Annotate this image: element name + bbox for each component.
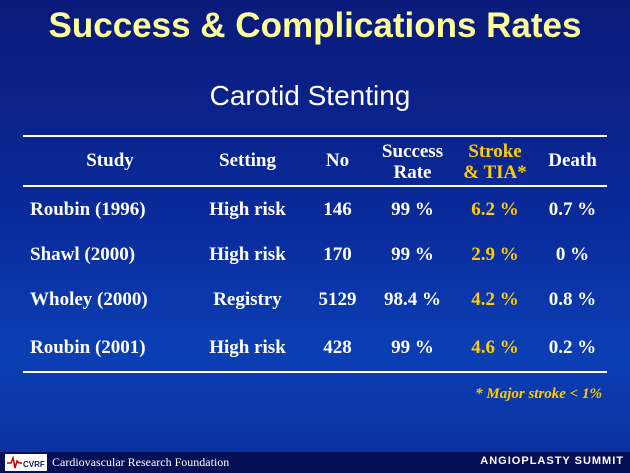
cell-stroke-tia: 6.2 % [471, 199, 519, 220]
cell-stroke-tia: 4.2 % [471, 289, 519, 310]
header-no: No [325, 150, 350, 171]
cell-death: 0 % [555, 244, 590, 265]
cell-stroke-tia: 2.9 % [471, 244, 519, 265]
cell-no: 146 [323, 199, 352, 220]
header-death: Death [548, 150, 597, 171]
cell-setting: High risk [209, 244, 286, 265]
cvrf-logo-text: CVRF [23, 460, 45, 469]
cell-study: Roubin (2001) [30, 337, 146, 358]
cell-setting: High risk [209, 337, 286, 358]
header-study: Study [86, 150, 134, 171]
table-bottom-rule [23, 371, 607, 373]
foundation-name: Cardiovascular Research Foundation [52, 455, 230, 469]
cell-no: 170 [323, 244, 352, 265]
header-stroke-tia: Stroke & TIA* [455, 141, 535, 183]
footer-bar [0, 452, 630, 473]
cell-death: 0.8 % [548, 289, 597, 310]
header-stroke-tia-line1: Stroke [468, 141, 522, 162]
cell-study: Wholey (2000) [30, 289, 148, 310]
header-success-rate-line1: Success [381, 141, 444, 162]
brand-name: ANGIOPLASTY SUMMIT [480, 455, 624, 467]
cell-death: 0.2 % [548, 337, 597, 358]
cell-no: 428 [323, 337, 352, 358]
cell-setting: Registry [213, 289, 282, 310]
header-setting: Setting [219, 150, 276, 171]
cell-stroke-tia: 4.6 % [471, 337, 519, 358]
header-success-rate: Success Rate [370, 141, 455, 183]
slide-title: Success & Complications Rates [48, 6, 582, 45]
footnote: * Major stroke < 1% [475, 386, 602, 402]
cell-success-rate: 99 % [391, 244, 434, 265]
cell-success-rate: 98.4 % [384, 289, 441, 310]
cell-study: Shawl (2000) [30, 244, 136, 265]
cell-no: 5129 [318, 289, 357, 310]
cell-success-rate: 99 % [391, 199, 434, 220]
cell-death: 0.7 % [548, 199, 597, 220]
cvrf-logo: CVRF [5, 454, 47, 471]
header-stroke-tia-line2: & TIA* [463, 162, 527, 183]
table-header-rule [23, 185, 607, 187]
cell-study: Roubin (1996) [30, 199, 146, 220]
header-success-rate-line2: Rate [393, 162, 432, 183]
table-top-rule [23, 135, 607, 137]
cell-setting: High risk [209, 199, 286, 220]
slide-subtitle: Carotid Stenting [209, 80, 411, 111]
cell-success-rate: 99 % [391, 337, 434, 358]
